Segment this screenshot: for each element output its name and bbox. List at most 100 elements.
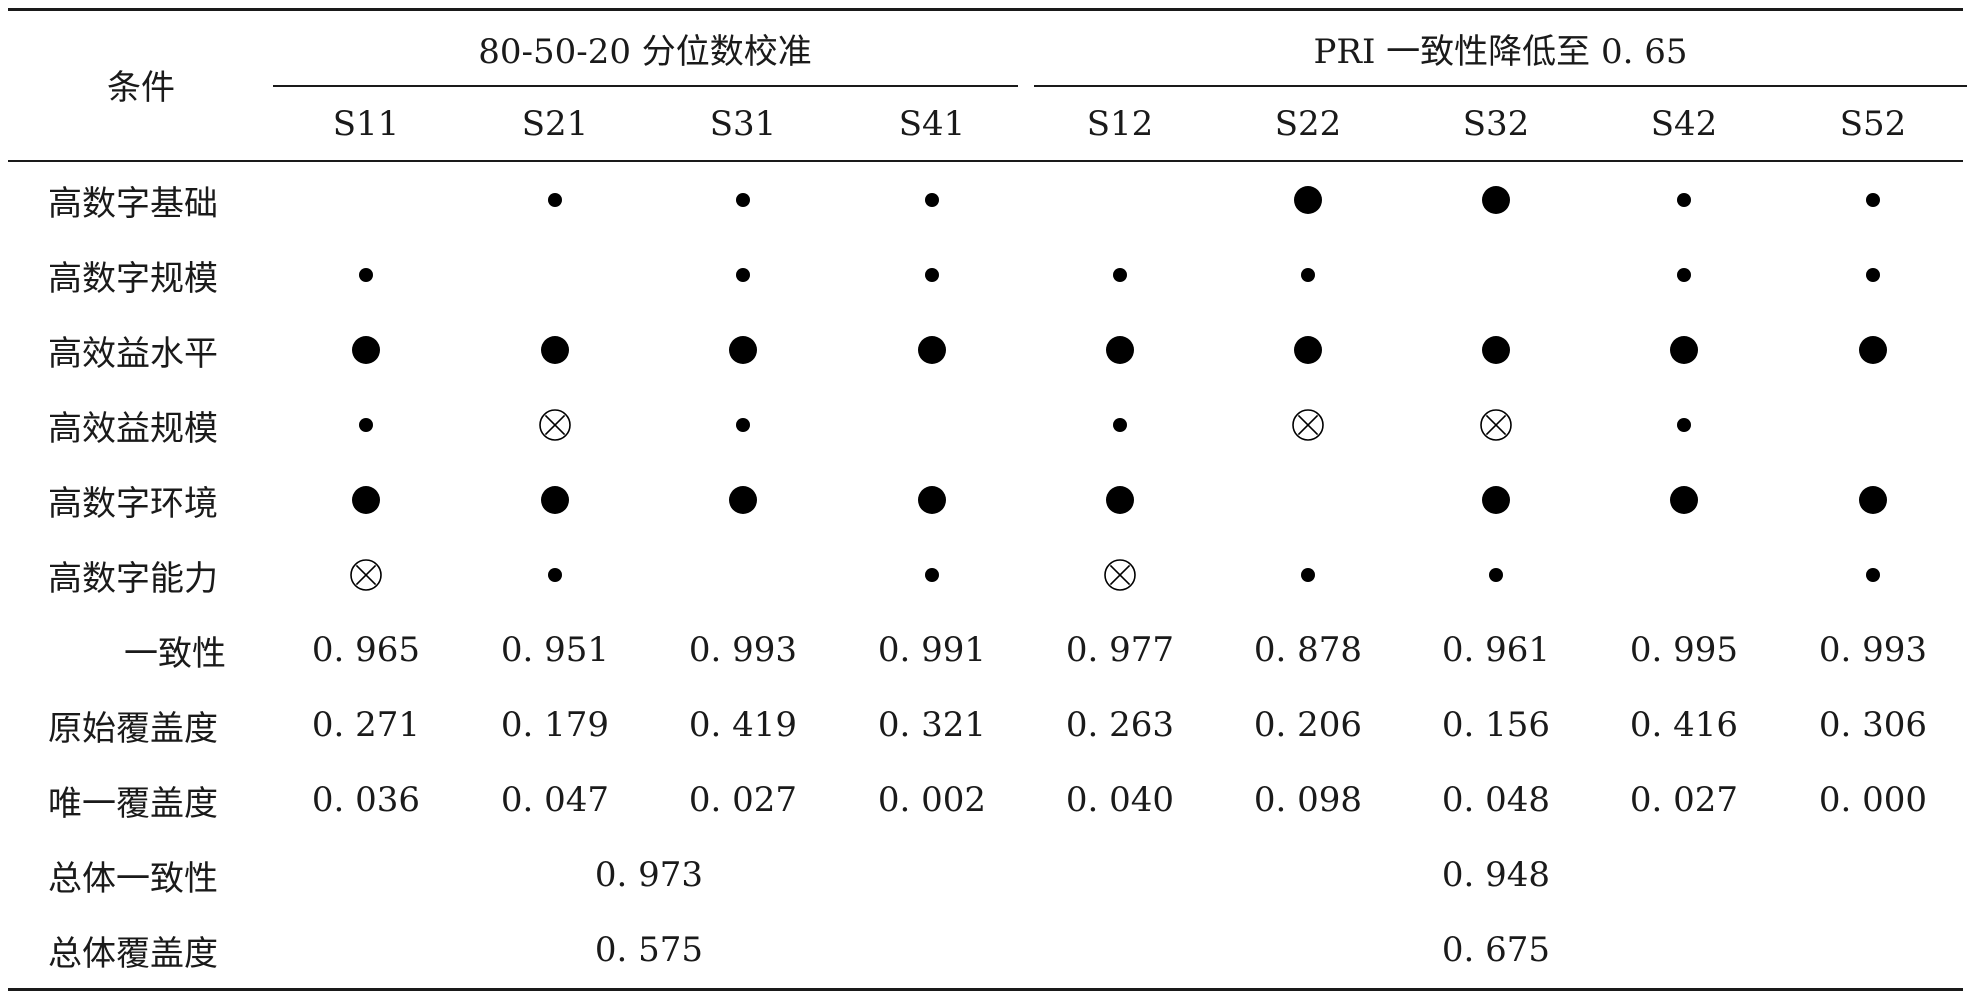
column-header: S31 xyxy=(709,104,777,144)
core-condition-dot-icon xyxy=(729,486,757,514)
metric-value: 0. 993 xyxy=(688,630,798,670)
column-header: S21 xyxy=(521,104,589,144)
condition-cell xyxy=(461,245,649,305)
condition-cell xyxy=(272,470,460,530)
metric-value: 0. 951 xyxy=(500,630,610,670)
condition-cell xyxy=(1779,320,1967,380)
column-header: S12 xyxy=(1086,104,1154,144)
condition-cell xyxy=(272,170,460,230)
condition-cell xyxy=(1214,470,1402,530)
condition-cell xyxy=(1214,245,1402,305)
column-header: S22 xyxy=(1274,104,1342,144)
condition-row-label: 高数字能力 xyxy=(48,558,218,599)
condition-cell xyxy=(461,170,649,230)
condition-cell xyxy=(1402,395,1590,455)
column-header: S41 xyxy=(898,104,966,144)
peripheral-condition-dot-icon xyxy=(925,193,939,207)
condition-row-label: 高数字规模 xyxy=(48,258,218,299)
metric-value: 0. 027 xyxy=(688,780,798,820)
peripheral-condition-dot-icon xyxy=(359,418,373,432)
peripheral-condition-dot-icon xyxy=(1677,268,1691,282)
condition-cell xyxy=(838,545,1026,605)
condition-cell xyxy=(272,545,460,605)
condition-cell xyxy=(461,320,649,380)
core-condition-dot-icon xyxy=(352,486,380,514)
group-rule xyxy=(1034,85,1967,87)
metric-value: 0. 961 xyxy=(1441,630,1551,670)
condition-cell xyxy=(649,395,837,455)
condition-cell xyxy=(461,470,649,530)
peripheral-condition-dot-icon xyxy=(548,193,562,207)
column-header: S32 xyxy=(1462,104,1530,144)
core-condition-dot-icon xyxy=(1859,486,1887,514)
overall-row-label: 总体一致性 xyxy=(48,858,218,899)
absent-condition-otimes-icon xyxy=(539,409,571,441)
peripheral-condition-dot-icon xyxy=(1301,568,1315,582)
condition-cell xyxy=(1214,320,1402,380)
condition-cell xyxy=(1214,545,1402,605)
core-condition-dot-icon xyxy=(541,336,569,364)
metric-value: 0. 995 xyxy=(1629,630,1739,670)
overall-value: 0. 575 xyxy=(594,930,704,970)
metric-value: 0. 179 xyxy=(500,705,610,745)
peripheral-condition-dot-icon xyxy=(1677,193,1691,207)
condition-cell xyxy=(272,320,460,380)
core-condition-dot-icon xyxy=(1670,486,1698,514)
group-rule xyxy=(273,85,1018,87)
metric-value: 0. 206 xyxy=(1253,705,1363,745)
condition-cell xyxy=(1779,470,1967,530)
condition-cell xyxy=(1026,245,1214,305)
column-header: S52 xyxy=(1839,104,1907,144)
metric-value: 0. 098 xyxy=(1253,780,1363,820)
core-condition-dot-icon xyxy=(1106,486,1134,514)
absent-condition-otimes-icon xyxy=(1104,559,1136,591)
metric-value: 0. 965 xyxy=(311,630,421,670)
peripheral-condition-dot-icon xyxy=(925,268,939,282)
peripheral-condition-dot-icon xyxy=(1113,268,1127,282)
condition-cell xyxy=(1779,395,1967,455)
metric-value: 0. 306 xyxy=(1818,705,1928,745)
core-condition-dot-icon xyxy=(1482,486,1510,514)
metric-value: 0. 000 xyxy=(1818,780,1928,820)
condition-cell xyxy=(1779,245,1967,305)
group-header: PRI 一致性降低至 0. 65 xyxy=(1313,31,1688,72)
condition-row-label: 高效益水平 xyxy=(48,333,218,374)
metric-value: 0. 048 xyxy=(1441,780,1551,820)
metric-value: 0. 027 xyxy=(1629,780,1739,820)
absent-condition-otimes-icon xyxy=(350,559,382,591)
condition-cell xyxy=(838,320,1026,380)
metric-value: 0. 047 xyxy=(500,780,610,820)
peripheral-condition-dot-icon xyxy=(1677,418,1691,432)
overall-row-label: 总体覆盖度 xyxy=(48,933,218,974)
condition-cell xyxy=(1590,470,1778,530)
condition-cell xyxy=(272,245,460,305)
metric-value: 0. 263 xyxy=(1065,705,1175,745)
metric-value: 0. 977 xyxy=(1065,630,1175,670)
condition-cell xyxy=(1402,320,1590,380)
core-condition-dot-icon xyxy=(1859,336,1887,364)
overall-value: 0. 675 xyxy=(1441,930,1551,970)
rule-bottom xyxy=(8,988,1963,991)
group-header: 80-50-20 分位数校准 xyxy=(478,31,812,72)
condition-cell xyxy=(1214,395,1402,455)
core-condition-dot-icon xyxy=(352,336,380,364)
rule-top xyxy=(8,8,1963,11)
condition-cell xyxy=(1779,170,1967,230)
rule-header-bottom xyxy=(8,160,1963,162)
condition-row-label: 高数字环境 xyxy=(48,483,218,524)
metric-value: 0. 036 xyxy=(311,780,421,820)
core-condition-dot-icon xyxy=(1294,336,1322,364)
condition-cell xyxy=(1590,170,1778,230)
peripheral-condition-dot-icon xyxy=(1866,568,1880,582)
condition-cell xyxy=(1026,320,1214,380)
peripheral-condition-dot-icon xyxy=(1866,193,1880,207)
metric-value: 0. 040 xyxy=(1065,780,1175,820)
core-condition-dot-icon xyxy=(729,336,757,364)
core-condition-dot-icon xyxy=(1294,186,1322,214)
condition-cell xyxy=(649,320,837,380)
peripheral-condition-dot-icon xyxy=(736,418,750,432)
condition-cell xyxy=(1590,245,1778,305)
condition-cell xyxy=(838,170,1026,230)
condition-row-label: 高效益规模 xyxy=(48,408,218,449)
condition-cell xyxy=(1402,470,1590,530)
